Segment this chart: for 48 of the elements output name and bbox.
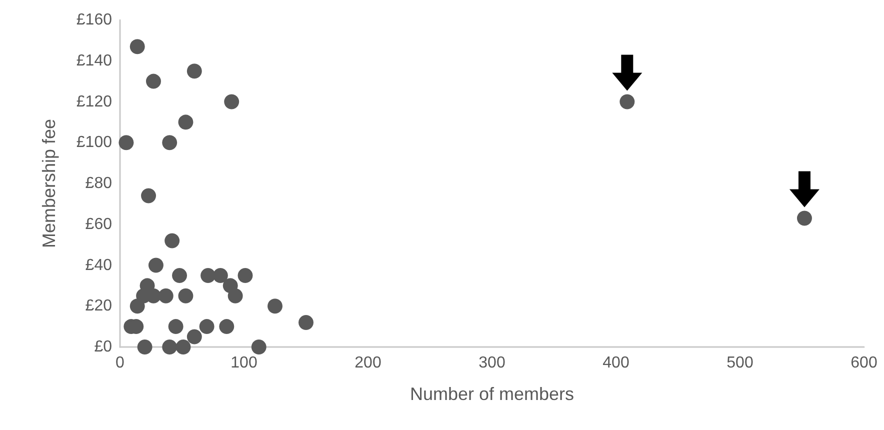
- point: [141, 188, 156, 204]
- point: [146, 74, 161, 89]
- point: [176, 340, 191, 354]
- point: [186, 64, 202, 79]
- x-tick-label: 300: [478, 354, 506, 372]
- point: [137, 340, 152, 354]
- y-tick-label: £140: [76, 52, 112, 70]
- x-tick-label: 200: [354, 354, 382, 372]
- point: [238, 268, 253, 283]
- y-tick-label: £120: [76, 93, 112, 110]
- point: [158, 288, 174, 304]
- x-tick-label: 0: [116, 354, 125, 372]
- point: [164, 233, 180, 248]
- y-tick-label: £100: [76, 134, 112, 152]
- x-tick-label: 100: [230, 354, 258, 372]
- point: [148, 258, 164, 273]
- point: [162, 135, 178, 150]
- point: [298, 314, 314, 330]
- point: [268, 298, 282, 314]
- point: [251, 340, 266, 354]
- y-tick-label: £60: [85, 216, 112, 233]
- point: [118, 135, 134, 150]
- point: [224, 94, 240, 110]
- point: [199, 319, 214, 334]
- y-tick-label: £160: [76, 12, 112, 28]
- x-tick-label: 600: [850, 354, 878, 372]
- x-tick-label: 400: [602, 354, 630, 372]
- point: [172, 268, 188, 283]
- point: [219, 319, 234, 334]
- point: [178, 288, 194, 304]
- x-axis-title: Number of members: [410, 384, 574, 404]
- y-tick-label: £0: [94, 338, 112, 356]
- point: [130, 39, 145, 54]
- point: [186, 329, 202, 344]
- point: [200, 268, 216, 283]
- point: [228, 288, 243, 304]
- y-axis-title: Membership fee: [39, 118, 59, 248]
- point: [796, 210, 812, 226]
- point: [162, 340, 178, 354]
- point: [168, 319, 184, 334]
- point: [178, 114, 194, 130]
- y-tick-label: £20: [85, 298, 112, 315]
- y-tick-label: £40: [85, 256, 112, 274]
- point: [620, 94, 635, 110]
- point: [130, 298, 145, 314]
- y-tick-label: £80: [85, 175, 112, 192]
- point: [212, 268, 228, 283]
- x-tick-label: 500: [726, 354, 754, 372]
